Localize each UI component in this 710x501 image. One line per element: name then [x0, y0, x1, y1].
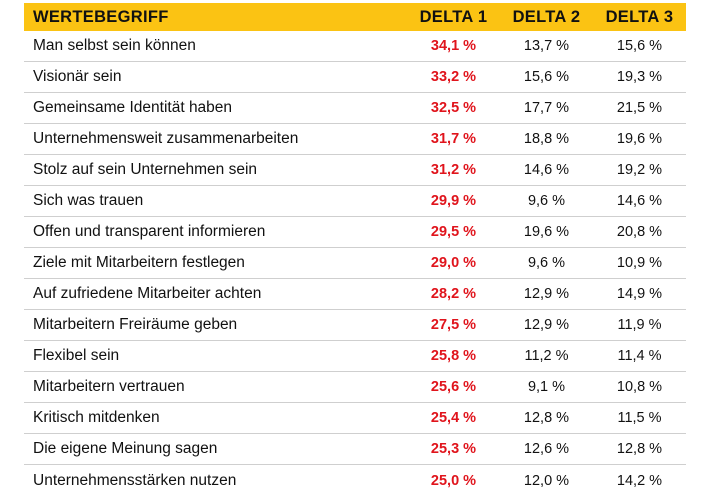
delta-1-value: 28,2 % [430, 286, 477, 302]
delta-2-value: 12,9 % [523, 286, 570, 302]
row-label: Kritisch mitdenken [33, 409, 160, 426]
table-row: Mitarbeitern Freiräume geben 27,5 % 12,9 %… [24, 310, 686, 341]
delta-3-value: 19,2 % [616, 162, 663, 178]
table-row: Unternehmensstärken nutzen 25,0 % 12,0 % 14… [24, 465, 686, 496]
table-row: Gemeinsame Identität haben 32,5 % 17,7 % 21… [24, 93, 686, 124]
row-label: Mitarbeitern vertrauen [33, 378, 185, 395]
delta-3-value: 11,4 % [617, 348, 662, 364]
delta-1-value: 29,0 % [430, 255, 477, 271]
row-label: Die eigene Meinung sagen [33, 440, 218, 457]
delta-2-value: 12,6 % [523, 441, 570, 457]
row-label: Mitarbeitern Freiräume geben [33, 316, 238, 333]
row-label: Unternehmensweit zusammenarbeiten [33, 130, 299, 147]
delta-1-value: 32,5 % [430, 100, 477, 116]
table-row: Offen und transparent informieren 29,5 % 1… [24, 217, 686, 248]
row-label: Sich was trauen [33, 192, 144, 209]
delta-3-value: 11,9 % [617, 317, 662, 333]
delta-3-value: 20,8 % [616, 224, 663, 240]
row-label: Flexibel sein [33, 347, 120, 364]
delta-3-value: 21,5 % [616, 100, 663, 116]
row-label: Stolz auf sein Unternehmen sein [33, 161, 258, 178]
table-row: Man selbst sein können 34,1 % 13,7 % 15,6 % [24, 31, 686, 62]
delta-2-value: 9,6 % [527, 193, 566, 209]
table-row: Ziele mit Mitarbeitern festlegen 29,0 % 9,… [24, 248, 686, 279]
delta-2-value: 14,6 % [523, 162, 570, 178]
table-row: Visionär sein 33,2 % 15,6 % 19,3 % [24, 62, 686, 93]
delta-1-value: 31,7 % [430, 131, 477, 147]
header-delta-1: DELTA 1 [419, 7, 488, 26]
delta-3-value: 14,6 % [616, 193, 663, 209]
table-row: Unternehmensweit zusammenarbeiten 31,7 % 1… [24, 124, 686, 155]
delta-1-value: 25,6 % [430, 379, 477, 395]
delta-3-value: 11,5 % [617, 410, 662, 426]
row-label: Gemeinsame Identität haben [33, 99, 233, 116]
delta-1-value: 25,3 % [430, 441, 477, 457]
delta-3-value: 12,8 % [616, 441, 663, 457]
delta-1-value: 29,5 % [430, 224, 477, 240]
delta-3-value: 14,9 % [616, 286, 663, 302]
delta-3-value: 19,3 % [616, 69, 663, 85]
table-row: Sich was trauen 29,9 % 9,6 % 14,6 % [24, 186, 686, 217]
table-row: Flexibel sein 25,8 % 11,2 % 11,4 % [24, 341, 686, 372]
delta-2-value: 12,0 % [523, 472, 570, 489]
delta-3-value: 19,6 % [616, 131, 663, 147]
delta-1-value: 34,1 % [430, 38, 477, 54]
delta-2-value: 17,7 % [523, 100, 570, 116]
row-label: Ziele mit Mitarbeitern festlegen [33, 254, 245, 271]
delta-3-value: 15,6 % [616, 38, 663, 54]
delta-2-value: 11,2 % [524, 348, 569, 364]
row-label: Visionär sein [33, 68, 122, 85]
delta-3-value: 10,9 % [616, 255, 663, 271]
row-label: Man selbst sein können [33, 37, 196, 54]
row-label: Auf zufriedene Mitarbeiter achten [33, 285, 262, 302]
delta-1-value: 25,8 % [430, 348, 477, 364]
delta-1-value: 25,0 % [430, 472, 477, 489]
delta-1-value: 31,2 % [430, 162, 477, 178]
header-delta-3: DELTA 3 [605, 7, 674, 26]
delta-1-value: 29,9 % [430, 193, 477, 209]
delta-2-value: 12,9 % [523, 317, 570, 333]
delta-1-value: 25,4 % [430, 410, 477, 426]
delta-3-value: 10,8 % [616, 379, 663, 395]
delta-2-value: 19,6 % [523, 224, 570, 240]
delta-2-value: 18,8 % [523, 131, 570, 147]
table-header: WERTEBEGRIFF DELTA 1 DELTA 2 DELTA 3 [24, 3, 686, 31]
delta-1-value: 33,2 % [430, 69, 477, 85]
delta-3-value: 14,2 % [616, 472, 663, 489]
row-label: Unternehmensstärken nutzen [33, 471, 237, 489]
delta-2-value: 9,1 % [527, 379, 566, 395]
table-row: Mitarbeitern vertrauen 25,6 % 9,1 % 10,8 % [24, 372, 686, 403]
delta-1-value: 27,5 % [430, 317, 477, 333]
delta-2-value: 9,6 % [527, 255, 566, 271]
table-row: Kritisch mitdenken 25,4 % 12,8 % 11,5 % [24, 403, 686, 434]
table-row: Die eigene Meinung sagen 25,3 % 12,6 % 12,8… [24, 434, 686, 465]
delta-2-value: 12,8 % [523, 410, 570, 426]
table-row: Auf zufriedene Mitarbeiter achten 28,2 % 1… [24, 279, 686, 310]
delta-2-value: 15,6 % [523, 69, 570, 85]
header-delta-2: DELTA 2 [512, 7, 581, 26]
delta-2-value: 13,7 % [523, 38, 570, 54]
table-row: Stolz auf sein Unternehmen sein 31,2 % 14,… [24, 155, 686, 186]
row-label: Offen und transparent informieren [33, 223, 266, 240]
table-body: Man selbst sein können 34,1 % 13,7 % 15,6 %… [24, 31, 686, 496]
header-wertebegriff: WERTEBEGRIFF [33, 7, 169, 26]
values-table: WERTEBEGRIFF DELTA 1 DELTA 2 DELTA 3 Man… [24, 3, 686, 496]
